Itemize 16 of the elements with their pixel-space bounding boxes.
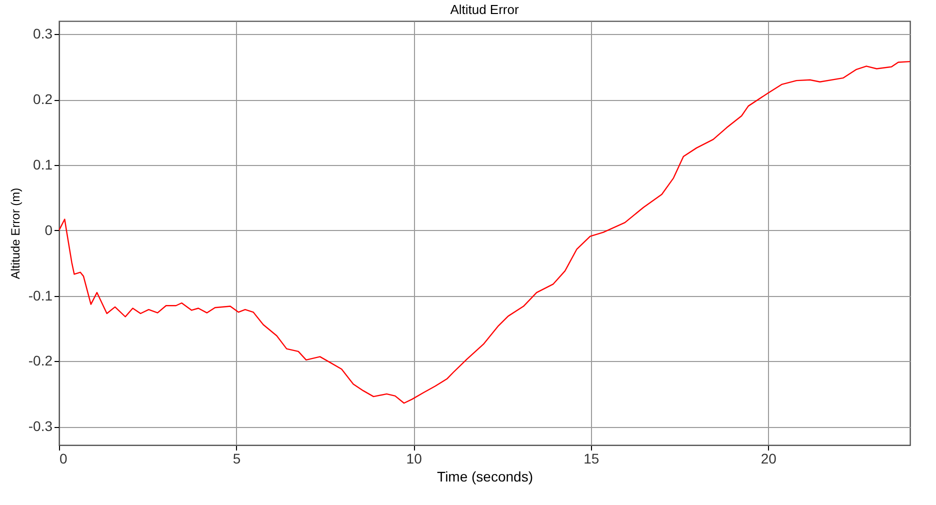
x-tick-label: 0	[60, 450, 68, 466]
x-axis-title: Time (seconds)	[437, 468, 533, 484]
y-tick-label: -0.3	[28, 418, 53, 434]
x-tick-label: 10	[406, 450, 422, 466]
chart-title: Altitud Error	[450, 2, 520, 17]
y-tick-label: 0.1	[33, 156, 53, 172]
y-tick-label: 0	[44, 222, 53, 238]
y-tick-label: 0.3	[33, 26, 53, 42]
y-axis-title: Altitude Error (m)	[8, 188, 22, 280]
y-tick-label: 0.2	[33, 91, 53, 108]
y-tick-label: -0.1	[28, 287, 53, 304]
x-tick-label: 15	[584, 450, 600, 466]
line-series	[59, 60, 910, 404]
x-tick-label: 5	[232, 450, 241, 466]
y-tick-label: -0.2	[28, 352, 53, 369]
x-tick-label: 20	[760, 450, 777, 466]
